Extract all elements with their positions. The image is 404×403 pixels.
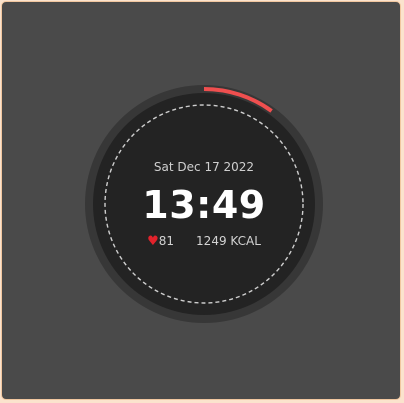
progress-arc — [203, 87, 273, 113]
heart-icon: ♥ — [147, 234, 159, 249]
watch-dial — [85, 85, 323, 323]
stats-row: ♥81 1249 KCAL — [84, 234, 324, 249]
dashed-ring — [104, 104, 304, 304]
watch-screen — [93, 93, 315, 315]
calories-value: 1249 KCAL — [196, 234, 261, 248]
watch-face: Sat Dec 17 2022 13:49 ♥81 1249 KCAL — [84, 84, 324, 324]
time-display: 13:49 — [142, 183, 266, 227]
heart-rate-value: 81 — [158, 234, 175, 248]
date-label: Sat Dec 17 2022 — [153, 160, 255, 174]
